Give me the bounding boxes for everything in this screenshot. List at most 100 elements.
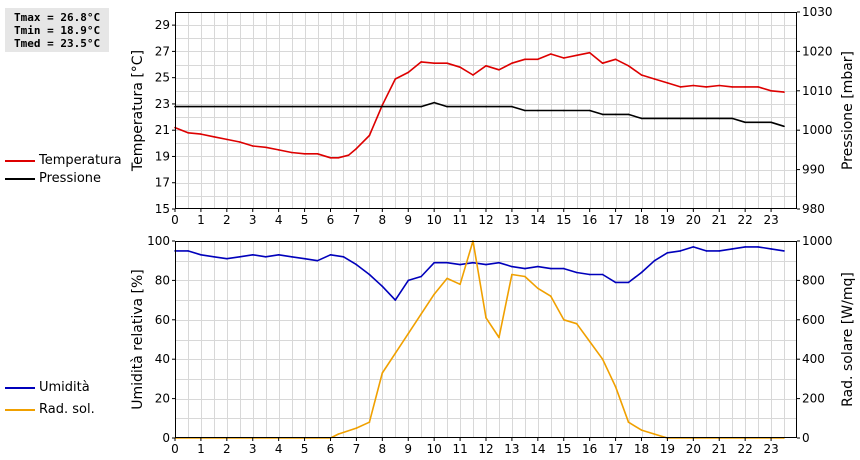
temp-pressure-series-temperatura-point bbox=[498, 69, 500, 71]
humidity-radiation-series-umidit-point bbox=[601, 273, 604, 276]
temp-pressure-series-temperatura-point bbox=[550, 53, 552, 55]
humidity-radiation-series-umidit-point bbox=[627, 281, 630, 284]
temp-pressure-x-tick-label: 20 bbox=[686, 213, 701, 227]
humidity-radiation-series-umidit-point bbox=[226, 257, 228, 260]
temp-pressure-x-tick-label: 6 bbox=[327, 213, 335, 227]
humidity-radiation-series-umidit-point bbox=[653, 259, 656, 262]
humidity-radiation-series-rad-sol-point bbox=[407, 332, 410, 335]
temp-pressure-series-temperatura-point bbox=[368, 134, 371, 137]
temp-pressure-series-temperatura-point bbox=[433, 62, 436, 64]
temp-pressure-x-tick-label: 22 bbox=[738, 213, 753, 227]
temp-pressure-x-tick-label: 10 bbox=[427, 213, 442, 227]
temp-pressure-x-tick-label: 5 bbox=[301, 213, 309, 227]
humidity-radiation-series-umidit-point bbox=[537, 265, 539, 268]
humidity-radiation-x-tick-label: 17 bbox=[608, 442, 623, 456]
temp-pressure-x-tick-label: 2 bbox=[223, 213, 231, 227]
temp-pressure-series-pressione-point bbox=[705, 117, 708, 120]
humidity-radiation-y-tick-label: 100 bbox=[147, 234, 170, 248]
temp-pressure-series-pressione-point bbox=[731, 117, 733, 120]
humidity-radiation-series-umidit-point bbox=[239, 255, 241, 258]
humidity-radiation-series-umidit-point bbox=[679, 250, 682, 252]
humidity-radiation-chart: 0 1 2 3 4 5 6 7 8 9 10 11 12 13 14 15 16 17 18 19 20 21 22 2302… bbox=[130, 234, 856, 456]
temp-pressure-series-pressione-point bbox=[614, 113, 617, 116]
humidity-radiation-x-tick-label: 10 bbox=[427, 442, 442, 456]
humidity-radiation-y2-tick-label: 200 bbox=[802, 392, 825, 406]
temp-pressure-series-temperatura-point bbox=[783, 91, 785, 93]
humidity-radiation-x-tick-label: 5 bbox=[301, 442, 309, 456]
temp-pressure-x-tick-label: 3 bbox=[249, 213, 257, 227]
humidity-radiation-series-rad-sol-point bbox=[368, 421, 371, 424]
temp-pressure-series-temperatura-point bbox=[537, 58, 539, 61]
temp-pressure-series-temperatura-point bbox=[666, 82, 669, 84]
humidity-radiation-x-tick-label: 9 bbox=[404, 442, 412, 456]
humidity-radiation-series-rad-sol-point bbox=[627, 421, 630, 424]
temp-pressure-y-tick-label: 23 bbox=[155, 97, 170, 111]
humidity-radiation-x-tick-label: 6 bbox=[327, 442, 335, 456]
temp-pressure-y2-tick-label: 1010 bbox=[802, 84, 833, 98]
temp-pressure-x-tick-label: 11 bbox=[452, 213, 467, 227]
humidity-radiation-series-umidit-point bbox=[459, 263, 461, 266]
humidity-radiation-x-tick-label: 21 bbox=[712, 442, 727, 456]
legend-label-radsol: Rad. sol. bbox=[39, 402, 95, 417]
humidity-radiation-series-rad-sol-point bbox=[614, 386, 617, 388]
humidity-radiation-series-umidit-point bbox=[666, 252, 669, 254]
humidity-radiation-series-rad-sol-point bbox=[433, 293, 436, 296]
temp-pressure-series-pressione-point bbox=[718, 117, 721, 120]
temp-pressure-x-tick-label: 19 bbox=[660, 213, 675, 227]
temp-pressure-x-tick-label: 16 bbox=[582, 213, 597, 227]
humidity-radiation-series-rad-sol-point bbox=[485, 317, 487, 319]
humidity-radiation-series-rad-sol-point bbox=[446, 277, 448, 280]
temp-pressure-series-temperatura-point bbox=[252, 145, 254, 147]
temp-pressure-series-temperatura-point bbox=[601, 62, 604, 64]
temp-pressure-x-tick-label: 15 bbox=[556, 213, 571, 227]
humidity-radiation-y-tick-label: 0 bbox=[162, 431, 170, 445]
humidity-radiation-series-umidit-point bbox=[381, 285, 384, 288]
humidity-radiation-series-umidit-point bbox=[213, 255, 215, 258]
humidity-radiation-series-umidit-point bbox=[550, 267, 552, 270]
humidity-radiation-x-tick-label: 13 bbox=[504, 442, 519, 456]
temp-pressure-series-temperatura-point bbox=[511, 62, 513, 64]
legend-label-pressione: Pressione bbox=[39, 171, 102, 186]
humidity-radiation-y-tick-label: 80 bbox=[155, 273, 170, 287]
legend-swatch-pressione bbox=[5, 178, 35, 180]
temp-pressure-series-temperatura-point bbox=[264, 146, 267, 149]
humidity-radiation-series-umidit-point bbox=[692, 246, 695, 248]
humidity-radiation-x-tick-label: 1 bbox=[197, 442, 205, 456]
temp-pressure-series-temperatura-point bbox=[588, 51, 591, 54]
humidity-radiation-series-rad-sol-point bbox=[337, 433, 340, 435]
humidity-radiation-x-tick-label: 3 bbox=[249, 442, 257, 456]
temp-pressure-y-tick-label: 21 bbox=[155, 123, 170, 137]
temp-pressure-series-temperatura-point bbox=[226, 138, 228, 141]
temp-pressure-series-temperatura-point bbox=[757, 86, 759, 88]
stats-tmin: Tmin = 18.9°C bbox=[14, 24, 101, 37]
humidity-radiation-series-umidit-point bbox=[731, 248, 733, 250]
humidity-radiation-series-umidit-point bbox=[277, 254, 280, 256]
humidity-radiation-series-rad-sol-point bbox=[653, 433, 656, 435]
temp-pressure-series-pressione-point bbox=[653, 117, 656, 120]
humidity-radiation-x-tick-label: 20 bbox=[686, 442, 701, 456]
temp-pressure-x-tick-label: 21 bbox=[712, 213, 727, 227]
temp-pressure-series-pressione-point bbox=[433, 101, 436, 104]
humidity-radiation-x-tick-label: 2 bbox=[223, 442, 231, 456]
temp-pressure-x-tick-label: 1 bbox=[197, 213, 205, 227]
temp-pressure-series-temperatura-point bbox=[627, 65, 630, 67]
temp-pressure-series-temperatura-point bbox=[692, 84, 695, 87]
temp-pressure-series-pressione-point bbox=[511, 105, 513, 108]
temp-pressure-y2-tick-label: 1020 bbox=[802, 44, 833, 58]
temp-pressure-series-temperatura-point bbox=[485, 65, 487, 67]
temp-pressure-chart: 0 1 2 3 4 5 6 7 8 9 10 11 12 13 14 15 16 17 18 19 20 21 22 2315… bbox=[130, 5, 856, 227]
humidity-radiation-y2-tick-label: 0 bbox=[802, 431, 810, 445]
humidity-radiation-series-rad-sol-point bbox=[498, 336, 500, 339]
humidity-radiation-series-umidit-point bbox=[718, 250, 721, 252]
humidity-radiation-frame bbox=[175, 241, 797, 438]
humidity-radiation-series-rad-sol-point bbox=[575, 322, 578, 325]
humidity-radiation-x-tick-label: 8 bbox=[379, 442, 387, 456]
humidity-radiation-series-rad-sol-point bbox=[640, 429, 643, 431]
humidity-radiation-x-tick-label: 22 bbox=[738, 442, 753, 456]
humidity-radiation-x-tick-label: 7 bbox=[353, 442, 361, 456]
temp-pressure-series-temperatura-point bbox=[459, 66, 461, 68]
humidity-radiation-series-rad-sol-point bbox=[537, 287, 539, 290]
humidity-radiation-series-umidit-point bbox=[316, 259, 319, 262]
temp-pressure-series-temperatura-point bbox=[679, 86, 682, 88]
